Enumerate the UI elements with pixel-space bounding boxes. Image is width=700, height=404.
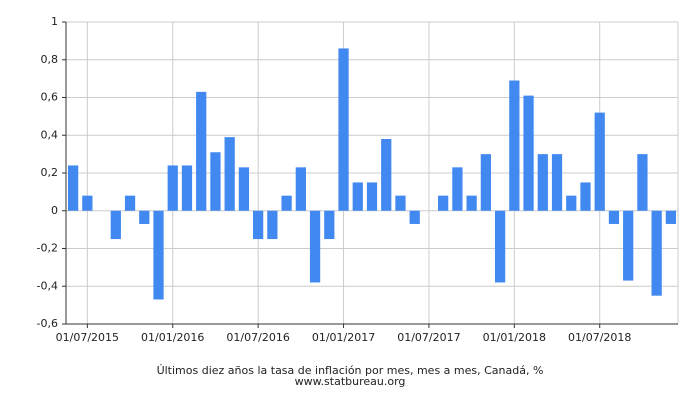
bar bbox=[196, 91, 207, 211]
y-tick-label: -0,4 bbox=[37, 279, 58, 292]
bar bbox=[523, 95, 534, 211]
bar bbox=[153, 210, 164, 300]
bar bbox=[267, 210, 278, 240]
bar bbox=[124, 195, 136, 211]
bar bbox=[281, 195, 292, 211]
bar bbox=[139, 210, 150, 224]
bar bbox=[651, 210, 662, 296]
bar bbox=[551, 154, 563, 211]
bar bbox=[395, 195, 406, 211]
bar bbox=[637, 154, 648, 211]
bar bbox=[509, 80, 520, 211]
bar bbox=[665, 210, 677, 224]
bar bbox=[494, 210, 506, 283]
bar bbox=[623, 210, 634, 281]
bar bbox=[608, 210, 620, 224]
bar bbox=[452, 167, 463, 211]
y-tick-label: 0,6 bbox=[41, 91, 59, 104]
bar bbox=[352, 182, 363, 211]
x-tick-label: 01/07/2015 bbox=[56, 331, 119, 344]
y-tick-label: 0,8 bbox=[41, 53, 59, 66]
x-tick-label: 01/01/2018 bbox=[483, 331, 546, 344]
bar bbox=[210, 152, 221, 211]
bar bbox=[466, 195, 477, 211]
bar bbox=[238, 167, 250, 211]
bar bbox=[181, 165, 193, 211]
bar bbox=[295, 167, 306, 211]
x-tick-label: 01/07/2016 bbox=[226, 331, 289, 344]
bar bbox=[438, 195, 449, 211]
bar bbox=[224, 137, 235, 211]
x-tick-label: 01/01/2016 bbox=[141, 331, 204, 344]
bar bbox=[580, 182, 591, 211]
chart-footer: Últimos diez años la tasa de inflación p… bbox=[157, 364, 544, 377]
bar bbox=[409, 210, 420, 224]
bar bbox=[324, 210, 335, 240]
bar bbox=[566, 195, 577, 211]
bar bbox=[110, 210, 121, 240]
bar bbox=[480, 154, 491, 211]
bar bbox=[381, 139, 392, 211]
bar bbox=[253, 210, 264, 240]
y-tick-label: 0,2 bbox=[41, 166, 59, 179]
y-tick-label: -0,2 bbox=[37, 242, 58, 255]
x-tick-label: 01/07/2018 bbox=[568, 331, 631, 344]
bar bbox=[366, 182, 378, 211]
bar bbox=[82, 195, 93, 211]
bar bbox=[594, 112, 605, 211]
y-tick-label: 0 bbox=[51, 204, 58, 217]
y-tick-label: 0,4 bbox=[41, 128, 59, 141]
bar bbox=[167, 165, 178, 211]
bar bbox=[338, 48, 349, 211]
x-tick-label: 01/01/2017 bbox=[312, 331, 375, 344]
bar bbox=[309, 210, 321, 283]
y-tick-label: 1 bbox=[51, 15, 58, 28]
bar bbox=[537, 154, 548, 211]
y-tick-label: -0,6 bbox=[37, 317, 58, 330]
bar bbox=[67, 165, 79, 211]
chart-source: www.statbureau.org bbox=[295, 375, 406, 388]
x-tick-label: 01/07/2017 bbox=[397, 331, 460, 344]
